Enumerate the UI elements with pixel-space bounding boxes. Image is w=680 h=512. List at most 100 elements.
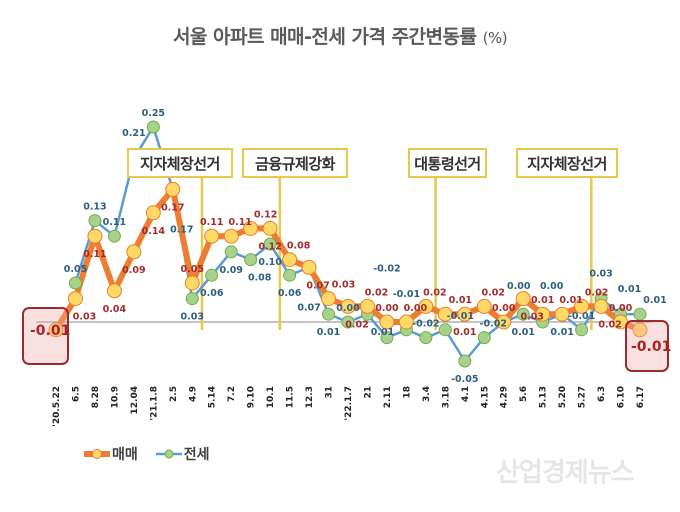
annotation-local-election-2022: 지자체장선거 bbox=[516, 148, 618, 178]
sale-data-label: 0.00 bbox=[609, 303, 633, 314]
jeonse-point bbox=[322, 307, 336, 321]
x-tick-label: 7.2 bbox=[227, 386, 237, 402]
sale-point bbox=[476, 298, 492, 314]
sale-point bbox=[340, 298, 356, 314]
sale-point bbox=[262, 220, 278, 236]
jeonse-data-label: -0.01 bbox=[568, 311, 595, 322]
jeonse-data-label: 0.17 bbox=[170, 224, 193, 235]
jeonse-data-label: 0.05 bbox=[64, 264, 87, 275]
sale-data-label: 0.01 bbox=[531, 295, 554, 306]
jeonse-data-label: 0.25 bbox=[142, 108, 165, 119]
sale-data-label: 0.01 bbox=[559, 295, 582, 306]
sale-point bbox=[515, 291, 531, 307]
jeonse-point bbox=[516, 307, 530, 321]
sale-data-label: 0.03 bbox=[73, 312, 96, 323]
legend-sale-swatch bbox=[84, 449, 110, 459]
sale-point bbox=[496, 314, 512, 330]
sale-point bbox=[106, 283, 122, 299]
jeonse-point bbox=[341, 315, 355, 329]
x-tick-label: '22.1.7 bbox=[344, 386, 354, 421]
sale-data-label: 0.17 bbox=[161, 202, 184, 213]
sale-data-label: 0.08 bbox=[287, 241, 311, 252]
sale-data-label: 0.05 bbox=[181, 264, 204, 275]
x-tick-label: 4.9 bbox=[188, 386, 198, 402]
x-tick-label: 4.15 bbox=[480, 386, 490, 408]
sale-point bbox=[554, 306, 570, 322]
sale-data-label: 0.03 bbox=[520, 312, 543, 323]
x-tick-label: 21 bbox=[363, 386, 373, 399]
jeonse-point bbox=[419, 331, 433, 345]
legend-item-jeonse: 전세 bbox=[154, 444, 210, 464]
sale-point bbox=[379, 314, 395, 330]
sale-point bbox=[282, 252, 298, 268]
jeonse-point bbox=[477, 331, 491, 345]
jeonse-data-label: 0.00 bbox=[507, 281, 531, 292]
jeonse-data-label: -0.02 bbox=[480, 319, 507, 330]
jeonse-data-label: 0.00 bbox=[336, 303, 360, 314]
sale-data-label: 0.02 bbox=[345, 319, 368, 330]
sale-data-label: 0.01 bbox=[449, 295, 472, 306]
sale-point bbox=[593, 298, 609, 314]
jeonse-point bbox=[224, 245, 238, 259]
jeonse-data-label: 0.07 bbox=[297, 302, 320, 313]
sale-point bbox=[67, 291, 83, 307]
sale-point bbox=[87, 228, 103, 244]
legend-jeonse-swatch bbox=[155, 449, 182, 459]
sale-data-label: 0.00 bbox=[404, 303, 428, 314]
sale-data-label: 0.12 bbox=[258, 241, 281, 252]
jeonse-data-label: 0.10 bbox=[258, 257, 282, 268]
sale-point bbox=[223, 228, 239, 244]
sale-point bbox=[184, 275, 200, 291]
jeonse-data-label: -0.05 bbox=[451, 374, 478, 385]
jeonse-point bbox=[244, 253, 258, 267]
sale-data-label: 0.00 bbox=[492, 303, 516, 314]
sale-point bbox=[165, 181, 181, 197]
jeonse-data-label: 0.01 bbox=[618, 284, 641, 295]
jeonse-point bbox=[107, 229, 121, 243]
legend-sale-label: 매매 bbox=[112, 447, 138, 463]
jeonse-data-label: 0.00 bbox=[540, 281, 564, 292]
x-tick-label: '20.5.22 bbox=[52, 386, 62, 427]
x-tick-label: 3.18 bbox=[441, 386, 451, 408]
jeonse-data-label: 0.08 bbox=[248, 273, 272, 284]
jeonse-point bbox=[205, 268, 219, 282]
sale-data-label: 0.02 bbox=[482, 287, 505, 298]
jeonse-data-label: 0.11 bbox=[103, 217, 126, 228]
sale-data-label: 0.11 bbox=[228, 217, 251, 228]
sale-point bbox=[145, 205, 161, 221]
sale-point bbox=[243, 220, 259, 236]
sale-data-label: 0.04 bbox=[103, 304, 127, 315]
x-tick-label: 9.10 bbox=[247, 386, 257, 408]
sale-point bbox=[632, 322, 648, 338]
highlight-last-value: -0.01 bbox=[625, 320, 671, 372]
x-tick-label: 5.6 bbox=[519, 386, 529, 402]
sale-point bbox=[437, 306, 453, 322]
jeonse-data-label: 0.01 bbox=[511, 327, 534, 338]
sale-data-label: 0.00 bbox=[375, 303, 399, 314]
x-tick-label: 10.9 bbox=[110, 386, 120, 408]
x-tick-label: 4.1 bbox=[461, 386, 471, 402]
watermark-logo: 산업경제뉴스 bbox=[496, 458, 635, 488]
sale-point bbox=[204, 228, 220, 244]
x-tick-label: 6.3 bbox=[597, 386, 607, 402]
jeonse-data-label: 0.13 bbox=[83, 202, 106, 213]
sale-data-label: 0.02 bbox=[365, 287, 388, 298]
annotation-local-election-2021: 지자체장선거 bbox=[127, 148, 233, 178]
jeonse-data-label: -0.02 bbox=[373, 264, 400, 275]
sale-point bbox=[48, 322, 64, 338]
title-unit: (%) bbox=[482, 29, 508, 47]
sale-data-label: 0.12 bbox=[254, 209, 277, 220]
legend-item-sale: 매매 bbox=[82, 444, 138, 464]
sale-point bbox=[398, 314, 414, 330]
jeonse-point bbox=[263, 237, 277, 251]
x-tick-label: 5.20 bbox=[558, 386, 568, 408]
jeonse-data-label: 0.01 bbox=[550, 327, 573, 338]
x-tick-label: 6.5 bbox=[71, 386, 81, 402]
highlight-first-label: -0.01 bbox=[30, 323, 71, 339]
sale-point bbox=[126, 244, 142, 260]
x-tick-label: 10.1 bbox=[266, 386, 276, 408]
x-tick-label: 12.04 bbox=[130, 386, 140, 414]
jeonse-data-label: 0.06 bbox=[278, 288, 302, 299]
sale-data-label: 0.02 bbox=[423, 287, 446, 298]
